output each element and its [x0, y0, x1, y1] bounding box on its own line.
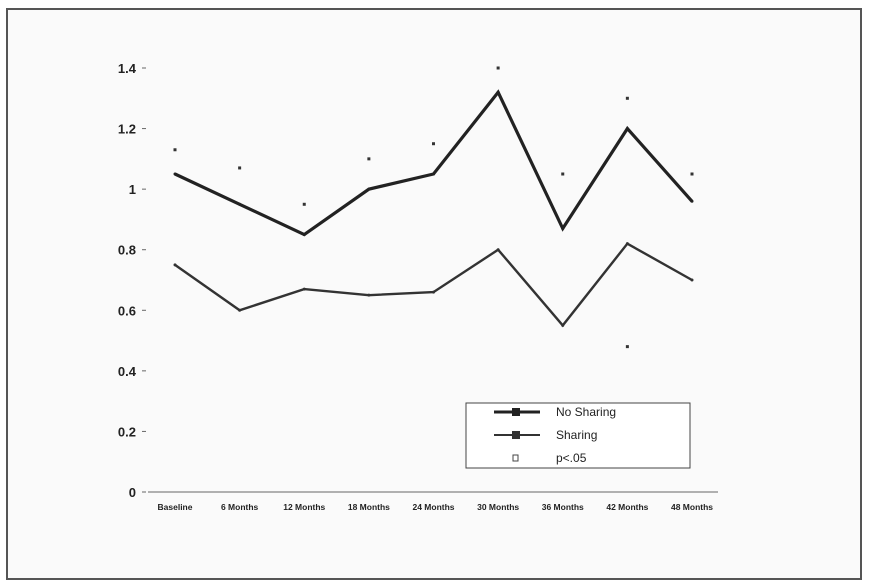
- series-line-no-sharing: [174, 89, 694, 237]
- data-point: [238, 202, 242, 206]
- legend: No Sharing Sharing p<.05: [465, 402, 691, 469]
- legend-label-significance: p<.05: [556, 451, 587, 465]
- x-tick-label: 18 Months: [348, 502, 390, 512]
- significance-marker: [561, 172, 565, 176]
- significance-marker: [238, 166, 242, 170]
- x-tick-label: 42 Months: [606, 502, 648, 512]
- data-point: [690, 199, 694, 203]
- x-tick-label: 24 Months: [412, 502, 454, 512]
- x-tick-label: 12 Months: [283, 502, 325, 512]
- series-lines: [173, 89, 694, 328]
- legend-marker-significance: [512, 454, 519, 462]
- data-point: [496, 248, 500, 252]
- x-tick-label: 36 Months: [542, 502, 584, 512]
- y-axis-ticks: 0 0.2 0.4 0.6 0.8 1 1.2 1.4: [118, 61, 146, 500]
- y-tick-label: 0: [129, 485, 136, 500]
- data-point: [173, 263, 177, 267]
- legend-label-no-sharing: No Sharing: [556, 405, 616, 419]
- data-point: [432, 172, 435, 176]
- y-tick-label: 0.4: [118, 364, 137, 379]
- series-line-sharing: [174, 242, 693, 328]
- data-point: [302, 287, 306, 291]
- data-point: [432, 290, 435, 294]
- data-point: [561, 227, 565, 231]
- y-tick-label: 1: [129, 182, 136, 197]
- legend-marker-no-sharing: [512, 408, 520, 416]
- x-tick-label: 6 Months: [221, 502, 259, 512]
- data-point: [238, 308, 242, 312]
- data-point: [561, 323, 565, 327]
- y-tick-label: 0.2: [118, 424, 136, 439]
- significance-marker: [690, 172, 694, 176]
- data-point: [367, 187, 371, 191]
- significance-marker: [496, 66, 500, 70]
- significance-marker: [625, 345, 629, 349]
- data-point: [625, 242, 629, 246]
- y-tick-label: 1.4: [118, 61, 137, 76]
- x-tick-label: 48 Months: [671, 502, 713, 512]
- x-tick-label: Baseline: [158, 502, 193, 512]
- chart-frame: [6, 8, 862, 580]
- significance-marker: [367, 157, 371, 161]
- significance-marker: [625, 96, 629, 100]
- significance-marker: [173, 148, 177, 152]
- data-point: [690, 278, 694, 282]
- data-point: [496, 90, 500, 94]
- significance-marker: [432, 142, 435, 146]
- x-axis-ticks: Baseline 6 Months 12 Months 18 Months 24 Mon…: [158, 502, 714, 512]
- y-tick-label: 0.8: [118, 243, 136, 258]
- data-point: [367, 293, 371, 297]
- x-tick-label: 30 Months: [477, 502, 519, 512]
- significance-marker: [302, 202, 306, 206]
- data-point: [173, 172, 177, 176]
- legend-label-sharing: Sharing: [556, 428, 597, 442]
- data-point: [625, 127, 629, 131]
- y-tick-label: 0.6: [118, 303, 136, 318]
- legend-marker-sharing: [512, 431, 520, 439]
- significance-markers: [173, 66, 694, 349]
- data-point: [302, 233, 306, 237]
- y-tick-label: 1.2: [118, 122, 136, 137]
